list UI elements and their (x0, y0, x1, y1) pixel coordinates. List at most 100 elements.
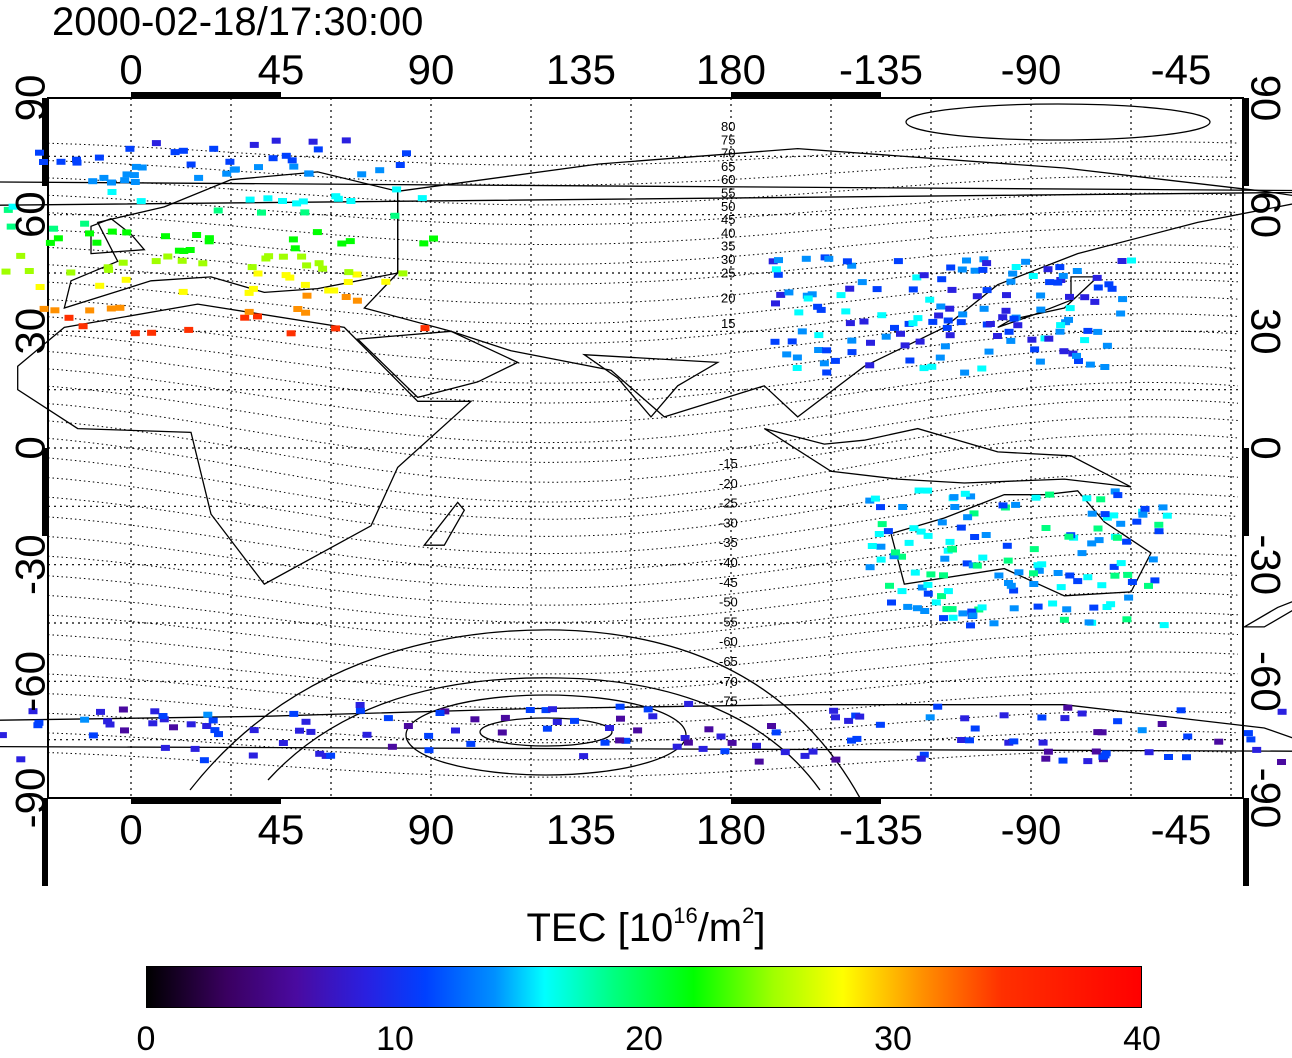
tec-point (885, 582, 894, 589)
tec-point (1072, 268, 1082, 274)
contour-line (47, 261, 1239, 305)
tec-point (876, 504, 885, 511)
frame-bar (731, 798, 881, 804)
tec-point (16, 756, 26, 763)
contour-label: -25 (719, 496, 738, 511)
contour-label: -75 (719, 694, 738, 709)
tec-point (875, 721, 885, 728)
tec-point (1, 268, 11, 275)
tec-point (285, 274, 295, 281)
tec-point (1014, 569, 1024, 576)
tec-point (947, 606, 957, 613)
tec-point (829, 707, 839, 714)
tec-point (92, 239, 102, 246)
lon-tick-label-top: 0 (119, 46, 142, 93)
tec-point (945, 332, 955, 339)
tec-point (419, 240, 429, 247)
tec-point (771, 300, 780, 307)
tec-point (1063, 704, 1073, 711)
tec-point (244, 308, 254, 315)
tec-point (824, 255, 834, 262)
tec-point (1058, 757, 1068, 764)
contour-label: -40 (719, 555, 738, 570)
tec-point (352, 271, 362, 278)
tec-point (1116, 520, 1126, 527)
tec-point (615, 703, 625, 710)
lon-tick-label-top: 45 (258, 46, 305, 93)
tec-point (186, 721, 196, 728)
tec-point (315, 750, 325, 757)
frame-bar (1243, 798, 1249, 886)
tec-point (680, 735, 690, 741)
tec-point (271, 137, 281, 144)
tec-point (1182, 754, 1191, 761)
contour-label: -70 (719, 674, 738, 689)
tec-point (66, 269, 76, 276)
tec-point (163, 253, 173, 260)
contour-line (47, 210, 1239, 245)
frame-bar (42, 98, 48, 186)
tec-point (552, 719, 562, 725)
tec-point (190, 745, 200, 752)
tec-point (1154, 521, 1164, 528)
tec-point (1127, 257, 1136, 264)
tec-point (937, 519, 947, 526)
tec-point (978, 266, 988, 273)
tec-point (107, 228, 117, 235)
tec-point (300, 209, 310, 216)
lon-tick-label-bottom: 135 (546, 806, 616, 853)
tec-point (331, 325, 341, 332)
tec-point (151, 140, 161, 147)
tec-point (1045, 491, 1055, 498)
contour-label: 80 (721, 119, 735, 134)
tec-point (107, 189, 117, 195)
tec-point (1110, 572, 1120, 579)
colorbar-title-exp2: 2 (742, 903, 755, 928)
tec-point (947, 286, 957, 293)
tec-point (774, 257, 783, 264)
tec-point (1097, 582, 1107, 589)
lat-tick-label-right: 0 (1243, 436, 1290, 459)
tec-point (56, 158, 66, 165)
contour-label: -50 (719, 595, 738, 610)
tec-point (1102, 514, 1112, 521)
tec-point (1034, 567, 1044, 574)
tec-point (470, 716, 480, 723)
tec-point (993, 333, 1002, 339)
north-pole-ring (905, 103, 1211, 141)
tec-point (1043, 748, 1053, 755)
tec-point (130, 330, 140, 337)
tec-point (130, 179, 140, 185)
tec-point (304, 170, 314, 177)
tec-point (972, 293, 982, 300)
tec-map: 8075706560555045403530252015-15-20-25-30… (0, 46, 1292, 886)
tec-point (137, 164, 147, 171)
lon-tick-label-bottom: -45 (1151, 806, 1212, 853)
tec-point (958, 311, 968, 318)
tec-point (1065, 572, 1075, 579)
lon-tick-label-bottom: 0 (119, 806, 142, 853)
tec-point (355, 702, 365, 708)
tec-point (337, 240, 347, 247)
tec-point (53, 235, 63, 242)
tec-point (784, 289, 794, 296)
tec-point (672, 743, 682, 750)
tec-point (345, 238, 355, 245)
contour-label: 25 (721, 265, 735, 280)
contour-label: 65 (721, 159, 735, 174)
south-pole-ring (189, 629, 861, 799)
tec-point (85, 230, 94, 237)
tec-point (1112, 534, 1122, 541)
tec-point (947, 545, 957, 552)
tec-point (214, 731, 223, 738)
tec-point (857, 279, 867, 286)
contour-line (47, 433, 1239, 503)
tec-point (814, 347, 824, 353)
tec-point (939, 615, 948, 622)
tec-point (984, 348, 994, 355)
contour-label: 15 (721, 316, 735, 331)
tec-point (960, 715, 970, 722)
tec-point (876, 556, 886, 563)
madagascar-coastline (422, 501, 466, 546)
tec-point (937, 593, 946, 600)
